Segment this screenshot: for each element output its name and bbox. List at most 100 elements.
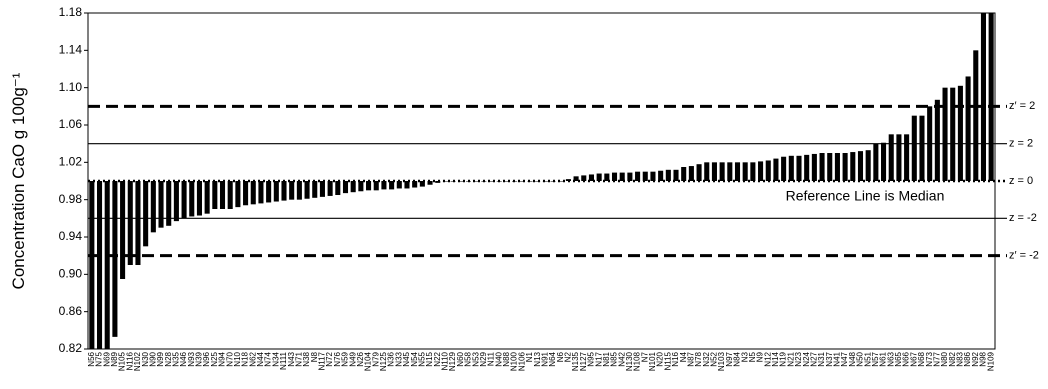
bar [350,181,356,193]
bar [458,181,464,182]
x-tick-label: N68 [917,351,926,366]
bar [250,181,256,205]
x-tick-label: N69 [102,351,111,366]
bar [558,181,564,182]
x-tick-label: N11 [487,351,496,366]
x-tick-label: N98 [979,351,988,366]
x-tick-label: N74 [264,351,273,366]
bar [389,181,395,190]
x-tick-label: N90 [148,351,157,366]
bar [527,181,533,182]
bar [104,181,110,349]
x-tick-label: N44 [256,351,265,366]
x-tick-label: N24 [802,351,811,366]
y-tick-label: 0.94 [59,229,83,243]
bar [289,181,295,200]
bar [89,181,95,349]
bar [773,158,779,181]
x-tick-label: N20 [656,351,665,366]
x-tick-label: N65 [894,351,903,366]
bar [988,13,994,181]
bar [243,181,249,206]
bar [373,181,379,191]
bar [704,162,710,181]
y-tick-label: 1.18 [59,5,83,19]
x-tick-label: N29 [479,351,488,366]
bar [273,181,279,202]
bar [942,87,948,181]
bar [381,181,387,190]
bar [396,181,402,189]
bar [658,170,664,181]
reference-label: z′ = 2 [1009,100,1035,112]
bar [112,181,118,337]
bar [588,174,594,181]
x-tick-label: N10 [233,351,242,366]
x-tick-label: N25 [210,351,219,366]
x-tick-label: N91 [540,351,549,366]
x-tick-label: N31 [817,351,826,366]
bar [442,181,448,182]
x-tick-label: N23 [794,351,803,366]
bar [650,171,656,181]
x-tick-label: N49 [348,351,357,366]
x-tick-label: N45 [402,351,411,366]
reference-label: z′ = -2 [1009,250,1039,262]
x-tick-label: N80 [940,351,949,366]
bar [796,155,802,181]
x-tick-label: N38 [302,351,311,366]
x-tick-label: N115 [663,351,672,370]
reference-label: z = 2 [1009,138,1033,150]
x-tick-label: N32 [702,351,711,366]
x-tick-label: N5 [748,351,757,362]
x-tick-label: N4 [679,351,688,362]
bar [581,175,587,181]
x-tick-label: N88 [502,351,511,366]
x-tick-label: N39 [195,351,204,366]
x-tick-label: N127 [579,351,588,371]
bar [611,172,618,181]
x-tick-label: N92 [971,351,980,366]
x-tick-label: N83 [956,351,965,366]
bar [358,181,364,192]
reference-label: z = 0 [1009,175,1033,187]
x-tick-label: N2 [564,351,573,362]
x-tick-label: N18 [241,351,250,366]
x-tick-label: N37 [825,351,834,366]
bar [366,181,372,191]
bar [873,143,879,181]
x-tick-label: N105 [118,351,127,371]
bar [635,171,641,181]
x-tick-label: N73 [925,351,934,366]
x-tick-label: N82 [948,351,957,366]
bar [788,155,794,181]
x-tick-label: N70 [225,351,234,366]
bar [504,181,510,182]
x-tick-label: N110 [441,351,450,370]
bar [489,181,495,182]
bar [604,173,610,181]
bar [312,181,318,198]
x-tick-label: N81 [602,351,611,366]
x-tick-label: N62 [248,351,257,366]
x-tick-label: N12 [763,351,772,366]
bar [450,181,456,182]
x-tick-label: N99 [156,351,165,366]
x-tick-label: N129 [448,351,457,371]
x-tick-label: N76 [333,351,342,366]
x-tick-label: N71 [294,351,303,366]
bar [688,166,694,181]
bar [304,181,310,199]
x-tick-label: N53 [471,351,480,366]
bar [419,181,425,187]
x-tick-label: N78 [694,351,703,366]
bar [435,181,441,183]
x-tick-label: N1 [525,351,534,362]
x-tick-label: N27 [809,351,818,366]
y-tick-label: 0.90 [59,267,83,281]
bar [765,160,771,181]
bar [542,181,548,182]
x-tick-label: N75 [95,351,104,366]
bar [842,153,848,181]
bar [965,76,971,181]
